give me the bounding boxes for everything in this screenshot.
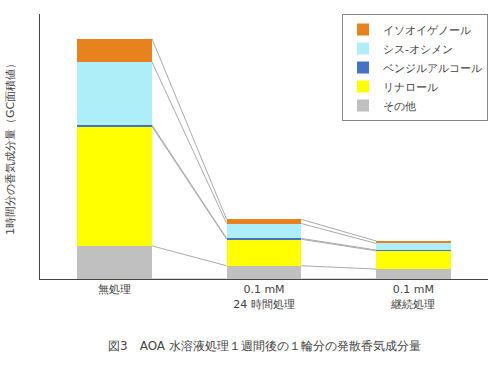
svg-text:0.1 mM24 時間処理: 0.1 mM24 時間処理 xyxy=(233,283,295,310)
svg-text:シス-オシメン: シス-オシメン xyxy=(383,43,453,56)
svg-text:0.1 mM継続処理: 0.1 mM継続処理 xyxy=(390,283,435,310)
svg-text:その他: その他 xyxy=(383,100,416,113)
svg-text:リナロール: リナロール xyxy=(383,81,438,94)
svg-text:ベンジルアルコール: ベンジルアルコール xyxy=(383,62,482,75)
svg-text:図3 AOA 水溶液処理１週間後の１輪分の発散香気成分量: 図3 AOA 水溶液処理１週間後の１輪分の発散香気成分量 xyxy=(108,339,421,353)
svg-text:1時間分の香気成分量（GC面積値）: 1時間分の香気成分量（GC面積値） xyxy=(4,58,17,235)
svg-text:無処理: 無処理 xyxy=(98,283,131,296)
svg-text:イソオイゲノール: イソオイゲノール xyxy=(383,24,471,37)
